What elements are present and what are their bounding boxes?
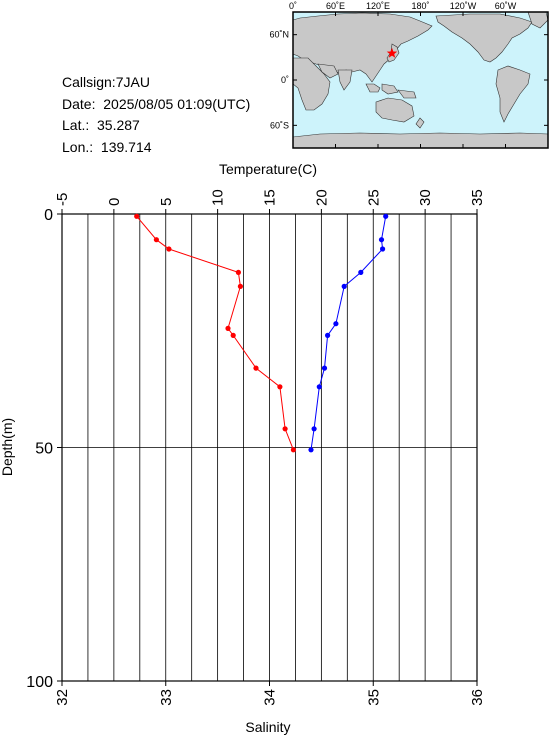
map-frame [292, 11, 549, 149]
world-map: 0˚ 60˚E 120˚E 180˚ 120˚W 60˚W 60˚N 0˚ 60˚S [269, 1, 549, 149]
map-lat-label: 60˚N [269, 30, 289, 40]
salinity-tick-label: 33 [158, 689, 175, 706]
salinity-data-point [316, 384, 322, 390]
station-info: Callsign:7JAU Date: 2025/08/05 01:09(UTC… [62, 72, 250, 158]
map-longitude-labels: 0˚ 60˚E 120˚E 180˚ 120˚W 60˚W [289, 1, 517, 11]
salinity-data-point [321, 365, 328, 371]
map-lon-label: 0˚ [289, 1, 297, 11]
salinity-tick-label: 35 [365, 689, 382, 706]
map-lon-label: 60˚W [495, 1, 517, 11]
depth-axis: 0 50 100 [26, 207, 62, 691]
map-lon-label: 180˚ [411, 1, 429, 11]
map-lat-label: 0˚ [281, 75, 289, 85]
temperature-data-point [134, 213, 140, 219]
temperature-tick-label: 10 [210, 189, 227, 206]
salinity-data-point [378, 237, 385, 243]
latitude-text: Lat.: 35.287 [62, 117, 140, 133]
salinity-data-point [341, 283, 347, 289]
depth-tick-label: 50 [35, 441, 53, 458]
depth-tick-label: 0 [44, 207, 53, 224]
salinity-data-point [311, 426, 317, 432]
longitude-text: Lon.: 139.714 [62, 138, 152, 155]
temperature-axis: -5 0 5 10 15 20 25 30 35 [54, 189, 486, 214]
station-marker-icon [386, 47, 398, 58]
map-lon-label: 120˚E [366, 1, 390, 11]
temperature-tick-label: 30 [417, 189, 434, 206]
plot-frame [61, 213, 478, 682]
depth-axis-label: Depth(m) [0, 418, 15, 476]
temperature-data-point [230, 332, 236, 338]
temperature-tick-label: 5 [158, 198, 175, 206]
temperature-data-point [277, 384, 283, 390]
salinity-data-point [333, 321, 339, 327]
temperature-data-point [237, 283, 243, 289]
temperature-tick-label: 35 [469, 189, 486, 206]
temperature-data-point [235, 269, 241, 275]
map-lon-label: 60˚E [326, 1, 345, 11]
temperature-data-point [253, 365, 259, 371]
salinity-data-point [308, 447, 314, 453]
salinity-tick-label: 34 [262, 689, 279, 706]
temperature-tick-label: 0 [106, 198, 123, 206]
temperature-tick-label: -5 [54, 193, 71, 206]
salinity-data-point [325, 332, 331, 338]
salinity-tick-label: 32 [54, 689, 71, 706]
temperature-data-point [290, 447, 296, 453]
temperature-data-point [282, 426, 288, 432]
salinity-profile-line [310, 216, 387, 450]
temperature-data-point [153, 237, 159, 243]
date-text: Date: 2025/08/05 01:09(UTC) [62, 95, 251, 112]
temperature-tick-label: 20 [313, 189, 330, 206]
salinity-data-point [380, 246, 386, 252]
map-latitude-labels: 60˚N 0˚ 60˚S [269, 30, 289, 131]
temperature-data-point [166, 246, 172, 252]
salinity-data-point [383, 213, 389, 219]
salinity-axis: 32 33 34 35 36 [54, 681, 486, 706]
salinity-tick-label: 36 [469, 689, 486, 706]
depth-tick-label: 100 [26, 674, 53, 691]
salinity-axis-label: Salinity [245, 719, 290, 735]
temperature-tick-label: 15 [262, 189, 279, 206]
station-star [386, 47, 398, 58]
map-lon-label: 120˚W [450, 1, 477, 11]
callsign-text: Callsign:7JAU [62, 74, 150, 90]
map-lat-label: 60˚S [270, 120, 289, 130]
salinity-data-point [358, 269, 364, 275]
chart-series [134, 213, 389, 453]
temperature-axis-label: Temperature(C) [219, 161, 317, 177]
temperature-data-point [225, 325, 231, 331]
temperature-profile-line [136, 215, 294, 450]
temperature-tick-label: 25 [365, 189, 382, 206]
map-land [292, 11, 549, 149]
chart-grid [62, 214, 477, 681]
